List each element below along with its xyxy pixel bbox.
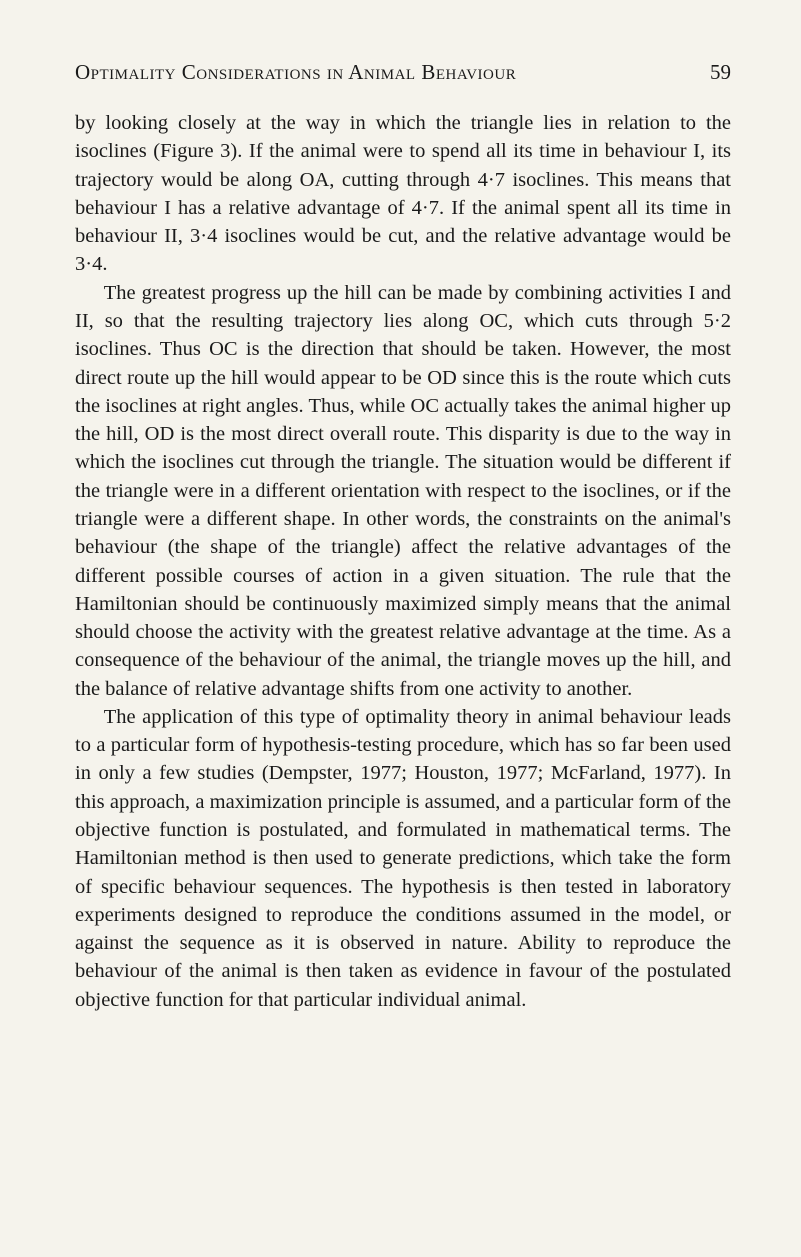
page-number: 59 <box>710 60 731 85</box>
page-header: Optimality Considerations in Animal Beha… <box>75 60 731 85</box>
paragraph: by looking closely at the way in which t… <box>75 109 731 279</box>
paragraph: The greatest progress up the hill can be… <box>75 279 731 703</box>
paragraph: The application of this type of optimali… <box>75 703 731 1014</box>
running-head: Optimality Considerations in Animal Beha… <box>75 60 516 85</box>
body-text: by looking closely at the way in which t… <box>75 109 731 1014</box>
